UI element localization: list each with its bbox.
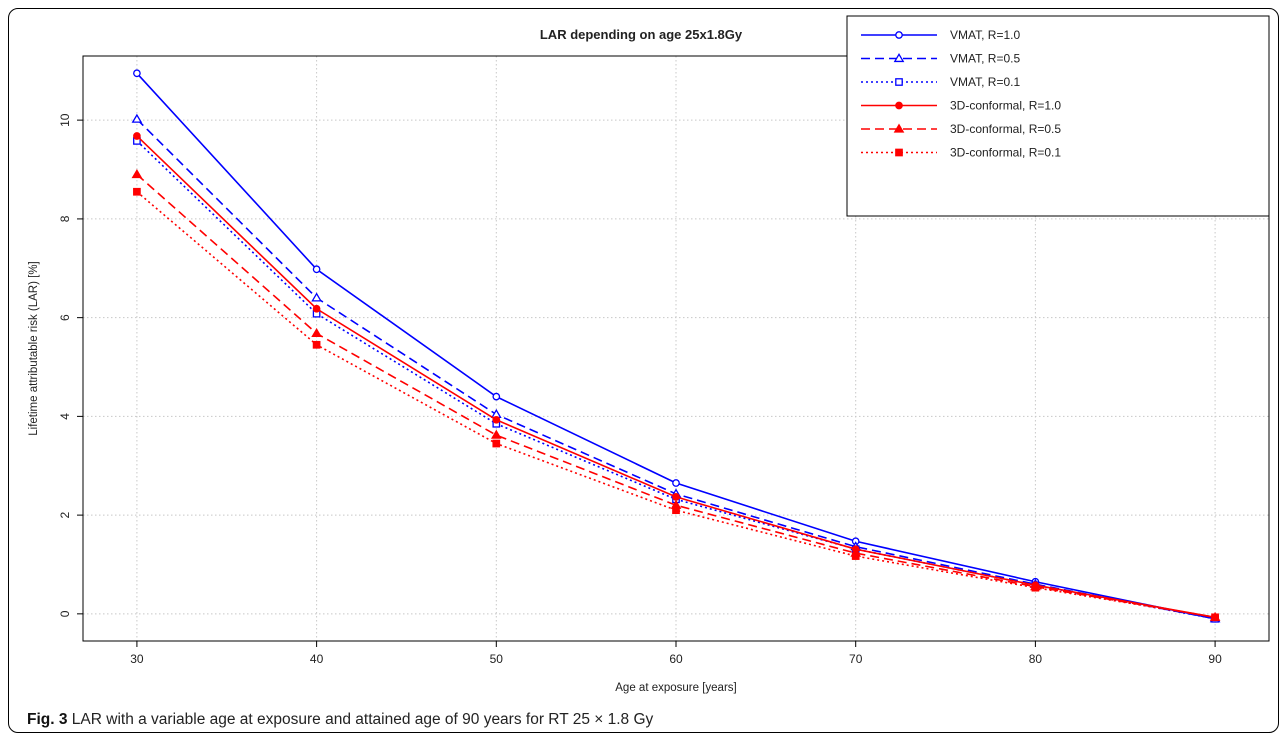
- data-point: [131, 113, 143, 123]
- data-point: [492, 415, 501, 424]
- x-tick-label: 30: [130, 652, 144, 666]
- data-point: [490, 429, 502, 439]
- legend-label: VMAT, R=1.0: [950, 28, 1020, 42]
- series-layer: [131, 69, 1221, 623]
- y-tick-label: 0: [58, 610, 72, 617]
- x-axis-label: Age at exposure [years]: [615, 682, 736, 694]
- legend-marker: [893, 123, 905, 133]
- figure-caption-text: LAR with a variable age at exposure and …: [71, 711, 654, 728]
- data-point: [1211, 613, 1219, 622]
- data-point: [312, 265, 321, 274]
- figure-frame: LAR depending on age 25x1.8Gy 30 40 50 60 70…: [8, 8, 1279, 733]
- y-tick-label: 2: [58, 511, 72, 518]
- legend-marker: [893, 53, 905, 63]
- data-point: [312, 304, 321, 313]
- y-tick-label: 6: [58, 314, 72, 321]
- x-tick-label: 70: [849, 652, 863, 666]
- x-tick-label: 50: [490, 652, 504, 666]
- legend-label: 3D-conformal, R=1.0: [950, 99, 1061, 113]
- data-point: [1031, 583, 1040, 592]
- legend-box: [846, 15, 1270, 217]
- legend-marker: [895, 78, 903, 86]
- y-axis: 0 2 4 6 8 10: [58, 113, 83, 617]
- data-point: [311, 327, 322, 338]
- x-axis: 30 40 50 60 70 80 90: [130, 641, 1222, 666]
- legend-marker: [895, 148, 903, 157]
- legend-marker: [895, 101, 903, 110]
- data-point: [672, 492, 680, 501]
- data-point: [133, 132, 141, 140]
- data-point: [851, 552, 860, 560]
- series-5: [133, 187, 1219, 622]
- x-tick-label: 80: [1029, 652, 1043, 666]
- data-point: [672, 479, 680, 487]
- legend-marker: [895, 31, 903, 39]
- x-tick-label: 90: [1208, 652, 1222, 666]
- figure-label: Fig. 3: [27, 711, 68, 728]
- data-point: [312, 340, 321, 349]
- data-point: [311, 292, 322, 302]
- data-point: [131, 168, 143, 179]
- data-point: [672, 506, 680, 515]
- data-point: [133, 69, 141, 78]
- legend-label: VMAT, R=0.1: [950, 75, 1020, 89]
- y-tick-label: 10: [58, 113, 72, 127]
- y-tick-label: 8: [58, 215, 72, 222]
- legend-label: 3D-conformal, R=0.5: [950, 122, 1061, 136]
- data-point: [133, 187, 141, 196]
- data-point: [492, 439, 501, 448]
- data-point: [492, 392, 501, 401]
- figure-caption: Fig. 3 LAR with a variable age at exposu…: [27, 711, 653, 729]
- y-axis-label: Lifetime attributable risk (LAR) [%]: [28, 261, 40, 435]
- line-chart: LAR depending on age 25x1.8Gy 30 40 50 60 70…: [28, 15, 1270, 694]
- legend: VMAT, R=1.0 VMAT, R=0.5 VMAT, R=0.1 3D-conf…: [846, 15, 1270, 217]
- x-tick-label: 60: [669, 652, 683, 666]
- y-tick-label: 4: [58, 413, 72, 420]
- legend-label: VMAT, R=0.5: [950, 52, 1020, 66]
- legend-label: 3D-conformal, R=0.1: [950, 146, 1061, 160]
- chart-title: LAR depending on age 25x1.8Gy: [540, 27, 743, 42]
- x-tick-label: 40: [310, 652, 324, 666]
